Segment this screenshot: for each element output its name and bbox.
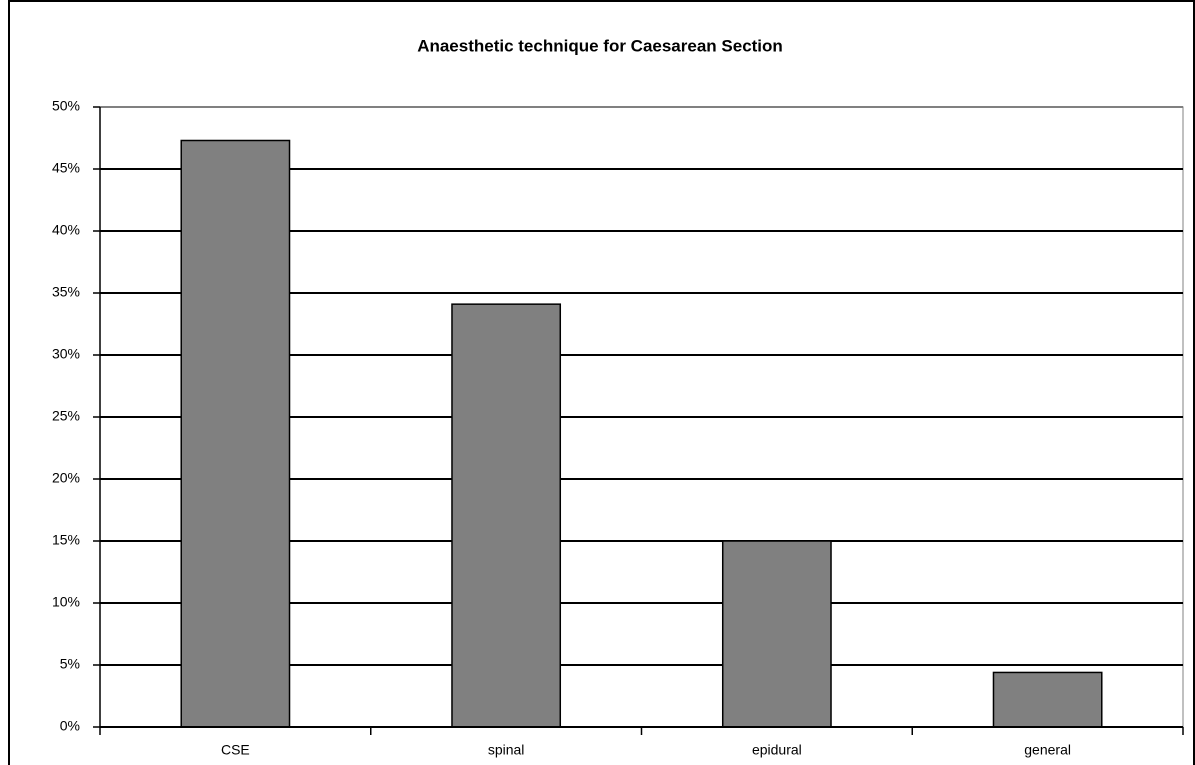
- x-tick-label: epidural: [752, 742, 802, 758]
- x-tick-label: general: [1024, 742, 1071, 758]
- y-tick-label: 30%: [52, 346, 80, 362]
- y-tick-label: 15%: [52, 532, 80, 548]
- bar: [451, 303, 562, 728]
- x-tick-label: spinal: [488, 742, 525, 758]
- y-tick-label: 10%: [52, 594, 80, 610]
- bar: [180, 139, 291, 728]
- x-tick-label: CSE: [221, 742, 250, 758]
- chart-title: Anaesthetic technique for Caesarean Sect…: [417, 36, 783, 55]
- y-tick-label: 50%: [52, 98, 80, 114]
- bar: [992, 671, 1103, 728]
- y-tick-label: 25%: [52, 408, 80, 424]
- y-tick-label: 0%: [60, 718, 80, 734]
- y-tick-label: 20%: [52, 470, 80, 486]
- y-tick-label: 45%: [52, 160, 80, 176]
- y-tick-label: 35%: [52, 284, 80, 300]
- y-tick-label: 5%: [60, 656, 80, 672]
- y-tick-label: 40%: [52, 222, 80, 238]
- bar: [721, 540, 832, 728]
